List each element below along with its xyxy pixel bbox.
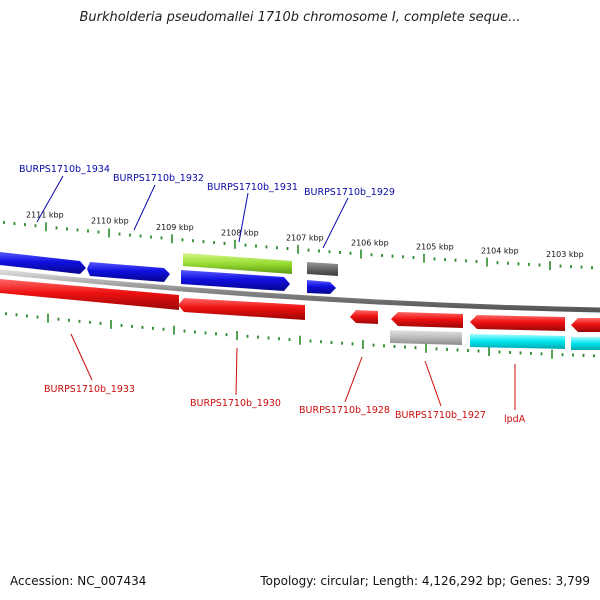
ruler-kbp-label: 2106 kbp [351, 238, 389, 247]
gene-arrow-1928[interactable] [350, 310, 378, 324]
label-leaders [36, 175, 516, 410]
gene-arrow-1929[interactable] [307, 280, 336, 294]
leader-1930 [235, 347, 238, 396]
reverse-strand-genes [0, 279, 600, 350]
genome-summary-text: Topology: circular; Length: 4,126,292 bp… [260, 574, 590, 588]
ruler-kbp-label: 2104 kbp [481, 247, 519, 256]
ruler-kbp-label: 2105 kbp [416, 243, 454, 252]
ruler-kbp-label: 2110 kbp [91, 217, 129, 226]
gene-label-1933[interactable]: BURPS1710b_1933 [44, 384, 135, 395]
gene-label-1927[interactable]: BURPS1710b_1927 [395, 410, 486, 421]
leader-1927 [424, 360, 442, 407]
leader-1933 [70, 333, 93, 381]
ruler-labels: 2111 kbp 2110 kbp 2109 kbp 2108 kbp 2107 kbp… [26, 210, 584, 259]
leader-1932 [133, 184, 156, 231]
accession-text: Accession: NC_007434 [10, 574, 147, 588]
gene-label-1932[interactable]: BURPS1710b_1932 [113, 173, 204, 184]
gene-label-1930[interactable]: BURPS1710b_1930 [190, 398, 281, 409]
gene-labels: BURPS1710b_1934 BURPS1710b_1932 BURPS171… [19, 164, 526, 425]
gene-arrow-1932[interactable] [87, 262, 170, 282]
gene-arrow-1934[interactable] [0, 252, 86, 274]
gene-arrow-dark[interactable] [307, 262, 338, 276]
chromosome-backbone [0, 269, 600, 313]
gene-arrow-edge-cyan[interactable] [571, 337, 600, 350]
leader-1931 [238, 192, 249, 243]
gene-arrow-1931-highlight[interactable] [183, 253, 292, 274]
gene-arrow-1930[interactable] [178, 298, 305, 320]
leader-1934 [36, 175, 64, 223]
ruler-kbp-label: 2107 kbp [286, 234, 324, 243]
ruler-kbp-label: 2109 kbp [156, 223, 194, 232]
gene-arrow-1927[interactable] [391, 312, 463, 328]
gene-arrow-edge-red[interactable] [571, 318, 600, 332]
gene-arrow-1933[interactable] [0, 279, 179, 310]
ruler-outer [3, 220, 593, 271]
ruler-inner [5, 312, 595, 359]
gene-label-1928[interactable]: BURPS1710b_1928 [299, 405, 390, 416]
gene-arrow-lpda-rna[interactable] [470, 334, 565, 349]
gene-arrow-1927-pseudo[interactable] [390, 330, 462, 345]
gene-label-lpda[interactable]: lpdA [504, 414, 526, 425]
gene-label-1931[interactable]: BURPS1710b_1931 [207, 182, 298, 193]
gene-label-1929[interactable]: BURPS1710b_1929 [304, 187, 395, 198]
ruler-kbp-label: 2111 kbp [26, 210, 64, 219]
gene-arrow-lpda[interactable] [470, 315, 565, 331]
leader-1928 [344, 356, 363, 403]
ruler-kbp-label: 2103 kbp [546, 250, 584, 259]
leader-1929 [322, 197, 349, 249]
ruler-kbp-label: 2108 kbp [221, 228, 259, 237]
gene-arrow-1931[interactable] [181, 270, 290, 291]
gene-label-1934[interactable]: BURPS1710b_1934 [19, 164, 110, 175]
forward-strand-genes [0, 252, 338, 294]
map-title: Burkholderia pseudomallei 1710b chromoso… [79, 10, 521, 25]
